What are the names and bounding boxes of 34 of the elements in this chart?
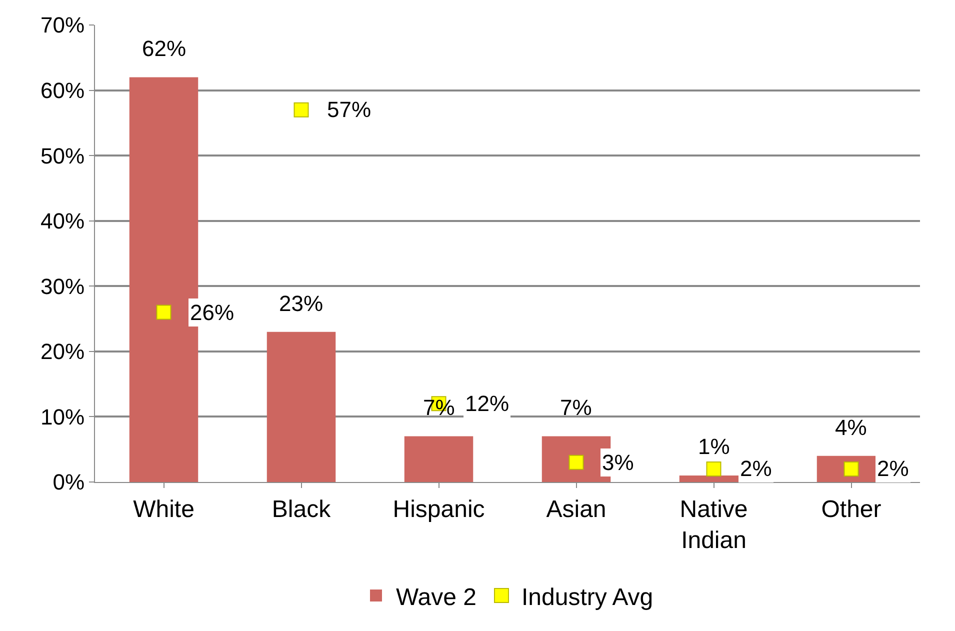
y-tick-label: 60%	[40, 78, 85, 103]
data-label: 7%	[423, 395, 455, 420]
data-label: 2%	[877, 456, 909, 481]
x-tick-label: White	[133, 496, 194, 523]
x-tick-label: Other	[821, 496, 882, 523]
legend-label: Industry Avg	[521, 584, 654, 611]
x-tick-label: Hispanic	[392, 496, 485, 523]
y-tick-label: 10%	[40, 404, 85, 430]
y-tick-label: 0%	[52, 470, 85, 495]
data-label: 57%	[327, 97, 372, 122]
point	[156, 304, 172, 320]
data-label: 7%	[560, 395, 592, 420]
data-label: 1%	[698, 434, 730, 459]
data-label: 4%	[835, 415, 867, 440]
point	[706, 461, 722, 476]
y-tick-label: 30%	[40, 274, 85, 299]
y-tick-label: 50%	[40, 143, 85, 168]
x-tick-label: Native Indian	[680, 496, 748, 554]
data-label: 62%	[142, 36, 186, 61]
bar	[266, 332, 336, 482]
data-label: 2%	[740, 456, 772, 481]
x-tick-label: Asian	[546, 496, 606, 523]
point	[294, 102, 309, 118]
legend-label: Wave 2	[396, 584, 476, 611]
data-label: 23%	[279, 291, 324, 316]
data-label: 26%	[190, 300, 234, 325]
point	[568, 454, 584, 470]
y-tick-label: 70%	[40, 12, 85, 38]
x-tick-label: Black	[272, 496, 332, 523]
data-label: 12%	[465, 391, 510, 416]
data-label: 3%	[602, 450, 634, 475]
bar	[404, 436, 474, 482]
y-tick-label: 20%	[40, 339, 85, 364]
y-tick-label: 40%	[40, 208, 85, 234]
